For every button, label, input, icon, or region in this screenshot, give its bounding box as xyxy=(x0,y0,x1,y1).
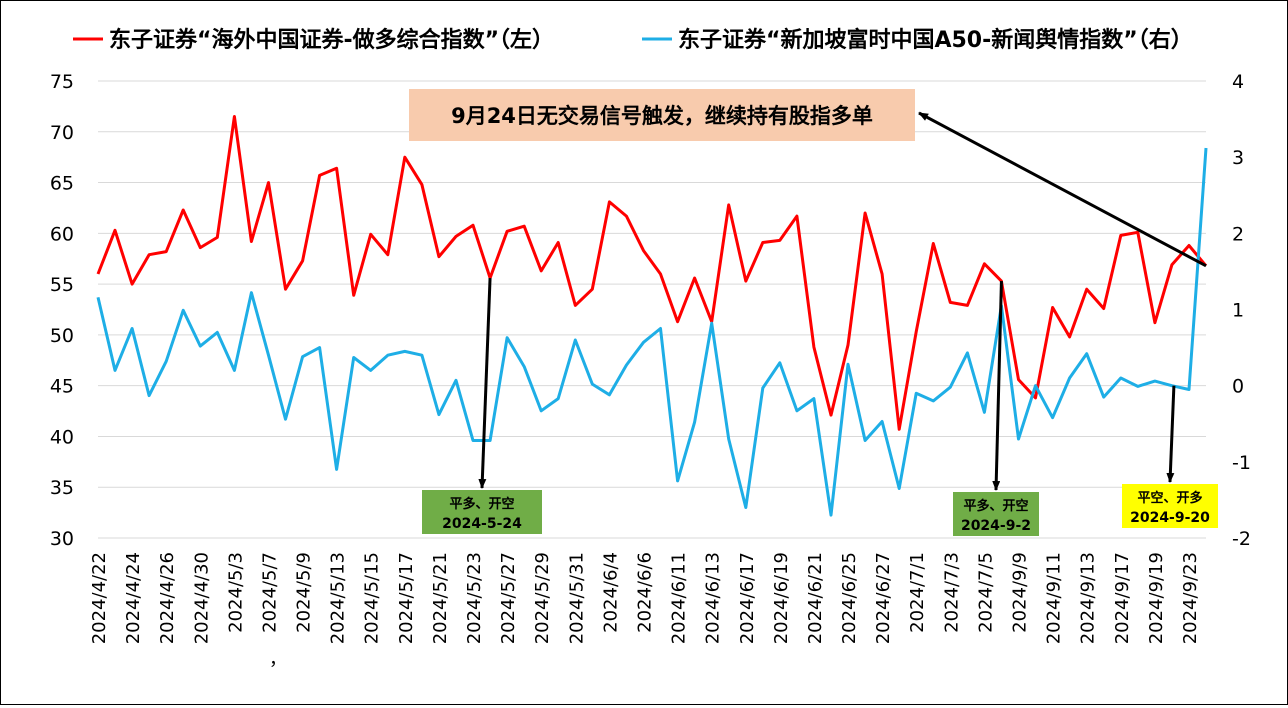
x-axis-tick-label: 2024/9/9 xyxy=(1009,552,1030,633)
x-axis-tick-label: 2024/4/30 xyxy=(191,552,212,644)
legend-label: 东子证券“海外中国证券-做多综合指数”（左） xyxy=(109,27,554,53)
x-axis-tick-label: 2024/9/19 xyxy=(1146,552,1167,644)
signal-text-line1: 平空、开多 xyxy=(1137,490,1202,506)
left-axis-tick-label: 55 xyxy=(50,274,74,296)
left-axis-tick-label: 35 xyxy=(50,477,74,499)
left-axis-tick-label: 70 xyxy=(50,122,74,144)
left-axis-tick-label: 45 xyxy=(50,376,74,398)
x-axis-tick-label: 2024/9/13 xyxy=(1078,552,1099,644)
signal-box xyxy=(422,490,542,534)
x-axis-tick-label: 2024/6/4 xyxy=(600,552,621,633)
signal-text-line1: 平多、开空 xyxy=(449,496,514,512)
callout-arrow xyxy=(918,111,1207,268)
x-axis-tick-label: 2024/6/19 xyxy=(771,552,792,644)
x-axis-tick-label: 2024/4/22 xyxy=(89,552,110,644)
x-axis-tick-label: 2024/6/11 xyxy=(669,552,690,644)
x-axis-tick-label: 2024/7/5 xyxy=(975,552,996,633)
x-axis-tick-label: 2024/5/7 xyxy=(259,552,280,633)
signal-text-line2: 2024-5-24 xyxy=(442,516,522,532)
x-axis-tick-label: 2024/6/6 xyxy=(634,552,655,633)
x-axis-tick-label: 2024/6/13 xyxy=(703,552,724,644)
signal-arrow xyxy=(992,281,1003,491)
legend-label: 东子证券“新加坡富时中国A50-新闻舆情指数”（右） xyxy=(678,27,1193,53)
right-axis-tick-label: -2 xyxy=(1232,528,1251,550)
left-axis-tick-label: 50 xyxy=(50,325,74,347)
x-axis-tick-label: 2024/5/27 xyxy=(498,552,519,644)
x-axis-tick-label: 2024/6/21 xyxy=(805,552,826,644)
right-axis-tick-label: 3 xyxy=(1232,147,1244,169)
x-axis-tick-label: 2024/6/27 xyxy=(873,552,894,644)
x-axis-tick-label: 2024/5/31 xyxy=(566,552,587,644)
callout-box xyxy=(409,89,915,141)
left-axis-tick-label: 75 xyxy=(50,71,74,93)
callout-text: 9月24日无交易信号触发，继续持有股指多单 xyxy=(451,104,873,128)
series-line-right xyxy=(96,147,1208,517)
signal-arrow xyxy=(478,277,492,489)
x-axis-tick-label: 2024/9/23 xyxy=(1180,552,1201,644)
x-axis-tick-label: 2024/5/17 xyxy=(396,552,417,644)
x-axis-tick-label: 2024/5/23 xyxy=(464,552,485,644)
series-line-left xyxy=(96,115,1208,431)
x-axis-tick-label: 2024/5/15 xyxy=(362,552,383,644)
signal-text-line2: 2024-9-2 xyxy=(961,518,1031,534)
x-axis-tick-label: 2024/7/1 xyxy=(907,552,928,633)
x-axis-tick-label: 2024/5/9 xyxy=(294,552,315,633)
x-axis-tick-label: 2024/5/3 xyxy=(225,552,246,633)
signal-arrow xyxy=(1166,385,1176,483)
x-axis-tick-label: 2024/7/3 xyxy=(941,552,962,633)
stray-mark: ， xyxy=(269,649,287,670)
signal-text-line2: 2024-9-20 xyxy=(1130,510,1210,526)
x-axis-tick-label: 2024/5/13 xyxy=(328,552,349,644)
x-axis-tick-label: 2024/9/17 xyxy=(1112,552,1133,644)
signal-text-line1: 平多、开空 xyxy=(963,498,1028,514)
right-axis-tick-label: 4 xyxy=(1232,71,1244,93)
x-axis-tick-label: 2024/6/17 xyxy=(737,552,758,644)
right-axis-tick-label: 2 xyxy=(1232,223,1244,245)
x-axis-tick-label: 2024/5/21 xyxy=(430,552,451,644)
left-axis-tick-label: 40 xyxy=(50,426,74,448)
x-axis-tick-label: 2024/6/25 xyxy=(839,552,860,644)
left-axis-tick-label: 65 xyxy=(50,173,74,195)
signal-box xyxy=(1122,484,1218,528)
right-axis-tick-label: -1 xyxy=(1232,452,1251,474)
x-axis-tick-label: 2024/5/29 xyxy=(532,552,553,644)
signal-box xyxy=(953,492,1039,536)
left-axis-tick-label: 30 xyxy=(50,528,74,550)
x-axis-tick-label: 2024/4/24 xyxy=(123,552,144,644)
right-axis-tick-label: 1 xyxy=(1232,300,1244,322)
right-axis-tick-label: 0 xyxy=(1232,376,1244,398)
x-axis-tick-label: 2024/9/11 xyxy=(1044,552,1065,644)
x-axis-tick-label: 2024/4/26 xyxy=(157,552,178,644)
left-axis-tick-label: 60 xyxy=(50,223,74,245)
